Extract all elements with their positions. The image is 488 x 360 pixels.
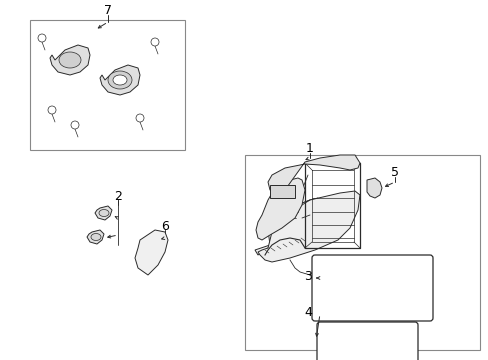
- Circle shape: [136, 114, 143, 122]
- Ellipse shape: [113, 75, 127, 85]
- Polygon shape: [258, 191, 359, 262]
- Text: 3: 3: [304, 270, 311, 283]
- Polygon shape: [269, 185, 294, 198]
- Polygon shape: [366, 178, 381, 198]
- Text: 1: 1: [305, 141, 313, 154]
- Circle shape: [38, 34, 46, 42]
- Ellipse shape: [91, 234, 101, 240]
- Polygon shape: [100, 65, 140, 95]
- Circle shape: [71, 121, 79, 129]
- FancyBboxPatch shape: [311, 255, 432, 321]
- FancyBboxPatch shape: [316, 322, 417, 360]
- Polygon shape: [254, 198, 319, 255]
- Text: 2: 2: [114, 189, 122, 202]
- Polygon shape: [256, 178, 305, 240]
- Text: 7: 7: [104, 4, 112, 17]
- Bar: [244, 155, 479, 350]
- Circle shape: [325, 295, 334, 305]
- Ellipse shape: [59, 52, 81, 68]
- Text: 4: 4: [304, 306, 311, 319]
- Text: 6: 6: [161, 220, 168, 233]
- Ellipse shape: [108, 71, 132, 89]
- Circle shape: [151, 38, 159, 46]
- Bar: [30, 20, 184, 150]
- Polygon shape: [95, 206, 112, 220]
- Polygon shape: [267, 155, 359, 192]
- Polygon shape: [135, 230, 168, 275]
- Circle shape: [48, 106, 56, 114]
- Polygon shape: [50, 45, 90, 75]
- Text: 5: 5: [390, 166, 398, 179]
- Ellipse shape: [99, 210, 109, 216]
- Polygon shape: [87, 230, 104, 244]
